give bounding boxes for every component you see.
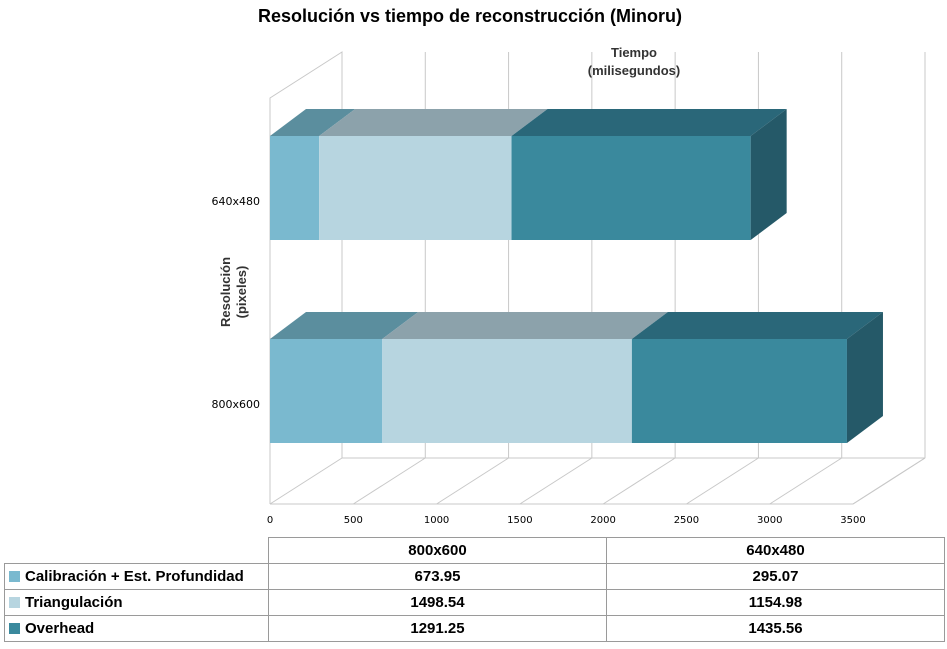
data-table: 800x600 640x480 Calibración + Est. Profu…	[4, 537, 945, 642]
floor-gridline	[686, 457, 759, 505]
y-tick-label: 800x600	[211, 398, 260, 411]
data-table-col-800x600: 800x600	[268, 537, 607, 564]
table-row: Calibración + Est. Profundidad 673.95 29…	[4, 563, 945, 590]
bar-top	[382, 312, 668, 339]
x-tick-label: 500	[344, 515, 363, 526]
floor-gridline	[353, 457, 426, 505]
y-axis-label-line2: (pixeles)	[234, 266, 249, 319]
table-cell: 1154.98	[606, 589, 945, 616]
bar-top	[270, 312, 419, 339]
bar-segment	[270, 136, 320, 240]
bars	[270, 109, 883, 443]
floor-gridline	[769, 457, 842, 505]
x-tick-label: 2000	[590, 515, 615, 526]
legend-entry-overhead: Overhead	[4, 615, 269, 642]
legend-entry-calibracion: Calibración + Est. Profundidad	[4, 563, 269, 590]
bar-segment	[511, 136, 751, 240]
chart: Resolución vs tiempo de reconstrucción (…	[211, 6, 926, 526]
data-table-col-640x480: 640x480	[606, 537, 945, 564]
table-cell: 1291.25	[268, 615, 607, 642]
x-tick-label: 1500	[507, 515, 532, 526]
legend-label-overhead: Overhead	[25, 620, 95, 637]
floor-gridline	[436, 457, 509, 505]
x-axis-label-line1: Tiempo	[611, 45, 657, 60]
x-tick-label: 2500	[674, 515, 699, 526]
legend-swatch-triangulacion	[9, 597, 20, 608]
y-ticks: 800x600 640x480	[211, 195, 260, 411]
bar-segment	[382, 339, 632, 443]
data-table-header-row: 800x600 640x480	[4, 537, 945, 564]
legend-entry-triangulacion: Triangulación	[4, 589, 269, 616]
legend-label-triangulacion: Triangulación	[25, 594, 123, 611]
y-axis-label-line1: Resolución	[218, 257, 233, 327]
floor-gridline	[519, 457, 593, 505]
floor-edge	[270, 457, 926, 505]
bar-top	[631, 312, 883, 339]
table-cell: 1498.54	[268, 589, 607, 616]
table-cell: 295.07	[606, 563, 945, 590]
x-tick-label: 3000	[757, 515, 782, 526]
y-tick-label: 640x480	[211, 195, 260, 208]
bar-top	[511, 109, 787, 136]
table-row: Overhead 1291.25 1435.56	[4, 615, 945, 642]
bar-top	[270, 109, 356, 136]
table-cell: 673.95	[268, 563, 607, 590]
bar-top	[319, 109, 548, 136]
x-tick-label: 0	[267, 515, 273, 526]
legend-label-calibracion: Calibración + Est. Profundidad	[25, 568, 244, 585]
y-axis-label: Resolución (pixeles)	[218, 257, 249, 327]
x-tick-label: 3500	[840, 515, 865, 526]
legend-swatch-overhead	[9, 623, 20, 634]
table-row: Triangulación 1498.54 1154.98	[4, 589, 945, 616]
floor-gridline	[269, 457, 343, 505]
bar-segment	[270, 339, 383, 443]
bar-segment	[631, 339, 847, 443]
legend-swatch-calibracion	[9, 571, 20, 582]
x-ticks: 0 500 1000 1500 2000 2500 3000 3500	[267, 515, 866, 526]
x-tick-label: 1000	[424, 515, 449, 526]
floor-gridline	[852, 457, 926, 505]
back-wall-left	[269, 51, 343, 504]
bar-side	[846, 312, 883, 443]
table-cell: 1435.56	[606, 615, 945, 642]
data-table-corner	[4, 537, 269, 564]
chart-title: Resolución vs tiempo de reconstrucción (…	[258, 6, 682, 26]
bar-segment	[319, 136, 512, 240]
floor-gridline	[602, 457, 676, 505]
x-axis-label-line2: (milisegundos)	[588, 63, 680, 78]
bar-side	[750, 109, 787, 240]
